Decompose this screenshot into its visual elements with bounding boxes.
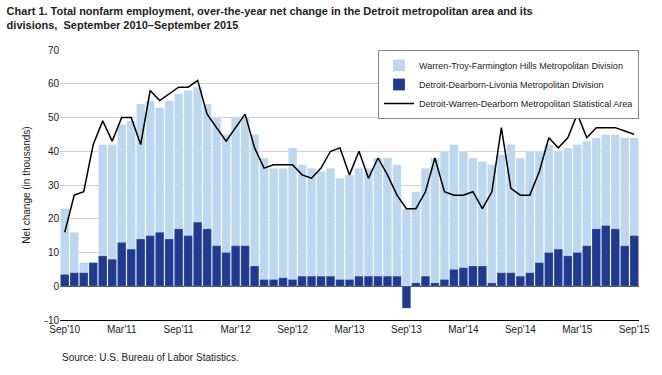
svg-text:60: 60 (48, 78, 60, 89)
svg-text:Detroit-Dearborn-Livonia Metro: Detroit-Dearborn-Livonia Metropolitan Di… (419, 80, 604, 90)
svg-text:Mar'14: Mar'14 (448, 324, 479, 335)
svg-text:Sep'11: Sep'11 (164, 324, 195, 335)
svg-text:70: 70 (48, 45, 60, 56)
svg-text:Net change (in thousands): Net change (in thousands) (21, 126, 32, 243)
svg-text:40: 40 (48, 146, 60, 157)
svg-text:Warren-Troy-Farmington Hills M: Warren-Troy-Farmington Hills Metropolita… (419, 61, 623, 71)
svg-text:0: 0 (53, 281, 59, 292)
svg-text:50: 50 (48, 112, 60, 123)
svg-text:30: 30 (48, 180, 60, 191)
svg-text:-10: -10 (45, 315, 60, 326)
svg-text:Sep'13: Sep'13 (391, 324, 422, 335)
svg-text:Sep'15: Sep'15 (619, 324, 650, 335)
svg-text:Sep'12: Sep'12 (277, 324, 308, 335)
svg-text:Detroit-Warren-Dearborn Metrop: Detroit-Warren-Dearborn Metropolitan Sta… (419, 99, 632, 109)
svg-text:10: 10 (48, 247, 60, 258)
svg-text:Sep'10: Sep'10 (49, 324, 80, 335)
svg-text:Mar'11: Mar'11 (107, 324, 137, 335)
svg-text:Chart 1. Total nonfarm employm: Chart 1. Total nonfarm employment, over-… (7, 5, 533, 31)
svg-text:Mar'12: Mar'12 (220, 324, 251, 335)
svg-text:Mar'13: Mar'13 (334, 324, 365, 335)
svg-text:20: 20 (48, 213, 60, 224)
svg-text:Sep'14: Sep'14 (505, 324, 536, 335)
svg-text:Source: U.S. Bureau of Labor S: Source: U.S. Bureau of Labor Statistics. (62, 352, 239, 363)
svg-text:Mar'15: Mar'15 (562, 324, 593, 335)
